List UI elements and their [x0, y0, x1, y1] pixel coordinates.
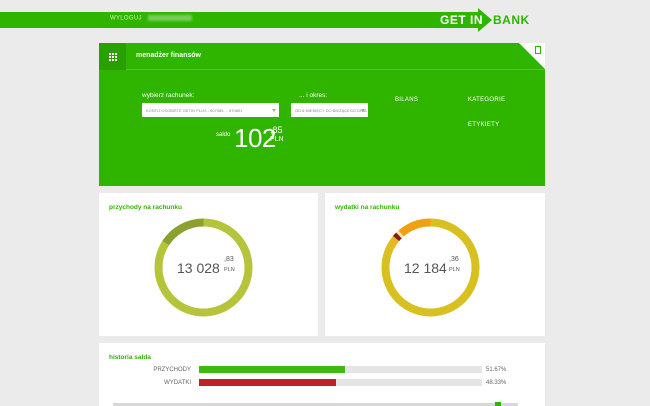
expenses-title: wydatki na rachunku: [335, 204, 400, 211]
history-card: historia salda PRZYCHODY 51.67% WYDATKI 48.…: [99, 343, 545, 406]
expenses-value-unit: PLN: [449, 267, 460, 273]
history-bar-fill[interactable]: [199, 366, 346, 373]
income-value-unit: PLN: [224, 267, 235, 273]
history-scrollbar[interactable]: [113, 403, 518, 406]
expenses-donut-chart: [381, 218, 480, 317]
panel-title: menadżer finansów: [136, 52, 201, 59]
history-row-label: WYDATKI: [164, 380, 191, 386]
link-etykiety[interactable]: ETYKIETY: [468, 122, 500, 128]
chevron-down-icon: [272, 109, 276, 112]
user-name-blurred: [147, 15, 192, 21]
history-row-percent: 51.67%: [486, 367, 507, 373]
apps-grid-icon[interactable]: [99, 43, 126, 70]
banner-stripe: [0, 12, 478, 28]
panel-corner: [519, 43, 545, 69]
history-row-label: PRZYCHODY: [153, 367, 191, 373]
income-donut-segment-1[interactable]: [154, 218, 253, 317]
account-label: wybierz rachunek:: [142, 92, 195, 99]
saldo-decimal: ,85: [270, 125, 283, 135]
link-bilans[interactable]: BILANS: [395, 97, 419, 103]
saldo-integer: 102: [234, 123, 276, 153]
chevron-down-icon: [361, 109, 365, 112]
income-title: przychody na rachunku: [109, 204, 182, 211]
history-row-percent: 48.33%: [486, 380, 507, 386]
history-bar-fill[interactable]: [199, 379, 336, 386]
expenses-value-dec: ,36: [449, 256, 459, 263]
document-icon[interactable]: [535, 46, 541, 54]
history-scroll-handle[interactable]: [495, 402, 501, 406]
brand-logo-part2: BANK: [493, 13, 530, 27]
logout-link[interactable]: WYLOGUJ: [110, 15, 192, 22]
expenses-value-int: 12 184: [404, 260, 447, 276]
period-select[interactable]: OD 6 MIESIĘCY DO BIEŻĄCEGO DNIA: [291, 103, 368, 117]
link-kategorie[interactable]: KATEGORIE: [468, 97, 506, 103]
brand-logo-part1: GET IN: [440, 13, 484, 27]
income-value: 13 028 ,83 PLN: [177, 256, 235, 276]
history-bar-track: [199, 366, 482, 373]
period-label: ... i okres:: [299, 92, 328, 99]
account-select[interactable]: KONTO OSOBISTE GETIN PLUS - 607085 ... 8…: [142, 103, 279, 117]
saldo-label: saldo: [216, 132, 231, 138]
income-donut-chart: [154, 218, 253, 317]
logout-label[interactable]: WYLOGUJ: [110, 15, 142, 22]
history-bar-track: [199, 379, 482, 386]
finance-manager-panel: menadżer finansów wybierz rachunek: KONT…: [99, 43, 545, 186]
account-select-value: KONTO OSOBISTE GETIN PLUS - 607085 ... 8…: [146, 108, 243, 113]
top-banner: WYLOGUJ GET IN BANK: [0, 8, 529, 32]
panel-header: menadżer finansów: [99, 43, 545, 70]
expenses-value: 12 184 ,36 PLN: [404, 256, 460, 276]
period-select-value: OD 6 MIESIĘCY DO BIEŻĄCEGO DNIA: [295, 108, 367, 113]
income-card: przychody na rachunku 13 028 ,83 PLN: [99, 193, 318, 336]
saldo-currency: PLN: [270, 136, 284, 143]
banner-arrow-icon: [478, 8, 492, 32]
expenses-donut-segment-4[interactable]: [381, 218, 480, 317]
history-title: historia salda: [109, 354, 151, 361]
expenses-card: wydatki na rachunku 12 184 ,36 PLN: [325, 193, 545, 336]
income-value-int: 13 028: [177, 260, 220, 276]
income-value-dec: ,83: [224, 256, 234, 263]
